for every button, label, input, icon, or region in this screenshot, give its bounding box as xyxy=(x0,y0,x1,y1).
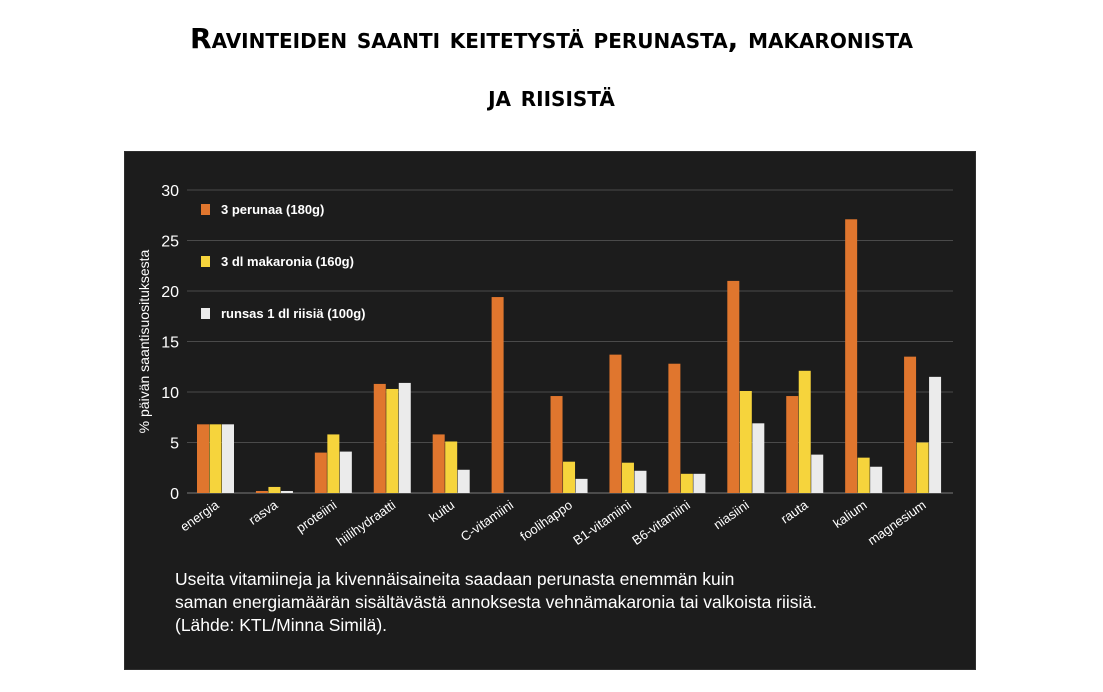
bar xyxy=(857,457,870,493)
chart-caption: Useita vitamiineja ja kivennäisaineita s… xyxy=(175,568,955,637)
x-tick-label: niasiini xyxy=(711,497,752,532)
bar xyxy=(268,486,281,493)
x-tick-label: energia xyxy=(177,497,222,535)
y-tick-label: 20 xyxy=(161,284,179,301)
bar xyxy=(693,473,706,493)
bar xyxy=(339,451,352,493)
legend-label: 3 perunaa (180g) xyxy=(221,202,324,217)
bar xyxy=(680,473,693,493)
bar xyxy=(811,454,824,493)
bar xyxy=(314,452,327,493)
bar xyxy=(445,441,458,493)
bar xyxy=(929,376,942,493)
bar xyxy=(197,424,209,493)
bar xyxy=(904,356,917,493)
caption-line-1: Useita vitamiineja ja kivennäisaineita s… xyxy=(175,569,735,589)
y-tick-label: 30 xyxy=(161,183,179,200)
x-tick-label: foolihappo xyxy=(517,497,575,544)
y-tick-label: 0 xyxy=(170,486,179,503)
legend-swatch xyxy=(201,308,210,319)
bar xyxy=(727,280,740,493)
bar xyxy=(563,461,576,493)
bar xyxy=(386,388,399,493)
x-tick-label: kalium xyxy=(830,497,869,531)
y-tick-label: 10 xyxy=(161,385,179,402)
x-tick-label: proteiini xyxy=(293,497,339,535)
bar xyxy=(634,470,647,493)
bar-chart: 0 5 10 15 20 25 30 % päivän saantisuosituksesta… xyxy=(136,183,953,549)
slide-title-line-2: ja riisistä xyxy=(488,80,615,113)
caption-line-3: (Lähde: KTL/Minna Similä). xyxy=(175,615,388,635)
x-tick-label: magnesium xyxy=(865,497,929,548)
bar xyxy=(668,363,681,493)
legend-swatch xyxy=(201,256,210,267)
bar xyxy=(222,424,234,493)
bar xyxy=(255,490,268,493)
y-tick-label: 5 xyxy=(170,436,179,453)
x-tick-label: hiilihydraatti xyxy=(333,497,398,549)
y-tick-label: 15 xyxy=(161,335,179,352)
bar xyxy=(398,382,411,493)
chart-panel: 0 5 10 15 20 25 30 % päivän saantisuosituksesta… xyxy=(124,151,976,670)
x-tick-label: B1-vitamiini xyxy=(570,497,634,548)
bar xyxy=(870,466,883,493)
bar xyxy=(209,424,222,493)
bar xyxy=(575,478,588,493)
bar xyxy=(491,297,504,493)
bar xyxy=(916,442,929,493)
legend-label: runsas 1 dl riisiä (100g) xyxy=(221,306,366,321)
y-axis-label: % päivän saantisuosituksesta xyxy=(136,249,152,433)
x-tick-label: rauta xyxy=(778,497,812,527)
y-tick-label: 25 xyxy=(161,234,179,251)
bar xyxy=(798,370,811,493)
legend-label: 3 dl makaronia (160g) xyxy=(221,254,354,269)
bar xyxy=(432,434,445,493)
bar xyxy=(786,396,799,493)
legend-swatch xyxy=(201,204,210,215)
bar xyxy=(280,490,293,493)
bar xyxy=(739,390,752,493)
bar xyxy=(845,219,858,493)
caption-line-2: saman energiamäärän sisältävästä annokse… xyxy=(175,592,818,612)
bar xyxy=(550,396,563,493)
x-tick-label: B6-vitamiini xyxy=(629,497,693,548)
slide-title-line-1: Ravinteiden saanti keitetystä perunasta,… xyxy=(190,22,913,55)
x-tick-label: kuitu xyxy=(426,497,457,525)
x-tick-label: rasva xyxy=(246,497,281,528)
bar xyxy=(609,354,622,493)
bar xyxy=(752,423,765,493)
bar xyxy=(373,383,386,493)
bar xyxy=(327,434,340,493)
slide-title: Ravinteiden saanti keitetystä perunasta,… xyxy=(0,10,1103,126)
x-tick-label: C-vitamiini xyxy=(458,497,516,544)
bar xyxy=(621,462,634,493)
bar xyxy=(457,469,470,493)
